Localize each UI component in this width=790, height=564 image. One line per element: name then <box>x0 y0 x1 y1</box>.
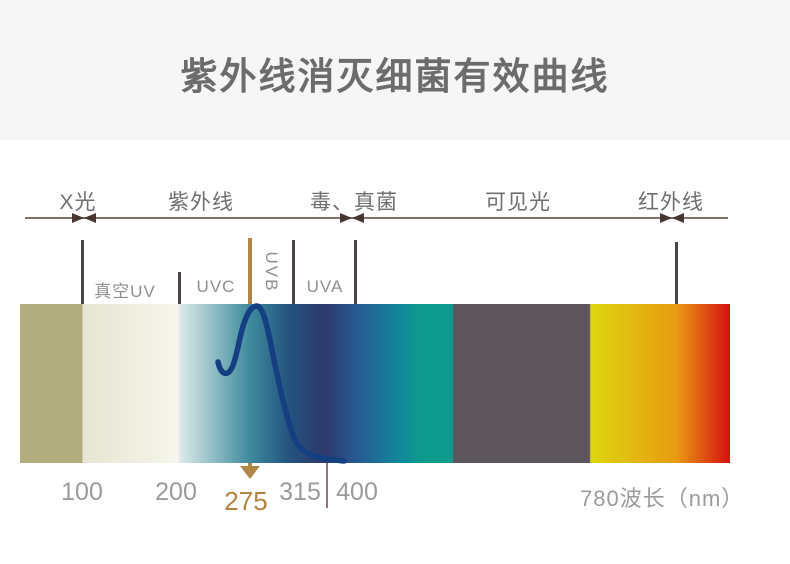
label-uvc: UVC <box>196 277 236 296</box>
peak-275-arrowhead-icon <box>240 466 260 479</box>
axis-label-ultraviolet: 紫外线 <box>168 191 234 214</box>
range-boundary-marker-icon <box>660 213 684 223</box>
axis-label-visible: 可见光 <box>485 191 551 214</box>
range-boundary-marker-icon <box>340 213 364 223</box>
wavelength-label-275: 275 <box>224 486 268 516</box>
label-uvb: UVB <box>262 251 281 293</box>
range-boundary-marker-icon <box>72 213 96 223</box>
tick-divider-line <box>326 463 328 508</box>
page-title: 紫外线消灭细菌有效曲线 <box>180 56 610 97</box>
wavelength-label-200: 200 <box>155 478 197 506</box>
axis-label-xray: X光 <box>59 191 97 214</box>
axis-label-infrared: 红外线 <box>638 191 704 214</box>
label-vacuum-uv: 真空UV <box>94 282 156 301</box>
wavelength-label-400: 400 <box>336 478 378 506</box>
wavelength-axis-label: 780波长（nm） <box>580 486 745 511</box>
title-banner: 紫外线消灭细菌有效曲线 <box>0 0 790 140</box>
wavelength-label-315: 315 <box>279 478 321 506</box>
wavelength-label-100: 100 <box>61 478 103 506</box>
label-uva: UVA <box>306 277 344 296</box>
spectrum-band <box>20 304 730 463</box>
spectrum-axis-line <box>25 217 728 219</box>
axis-label-virus-fungi: 毒、真菌 <box>310 191 398 214</box>
